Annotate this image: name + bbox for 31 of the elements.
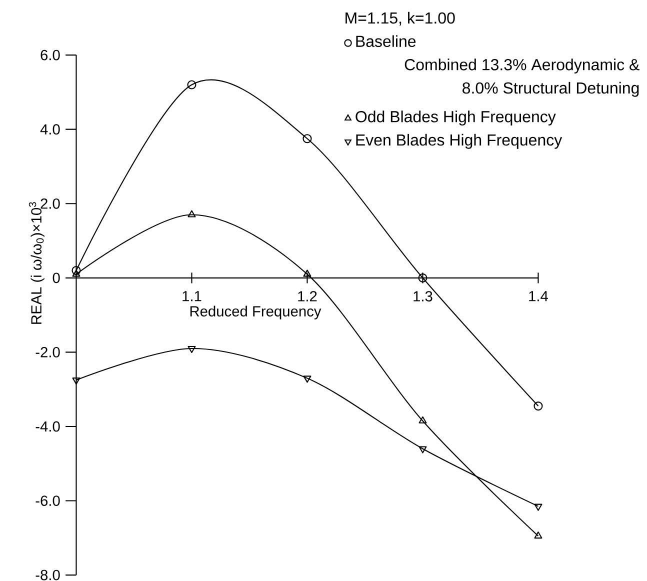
point <box>188 346 196 354</box>
y-tick-label: 2.0 <box>40 198 60 209</box>
point <box>302 134 312 144</box>
point <box>534 532 542 539</box>
point <box>534 504 542 511</box>
point <box>187 80 196 90</box>
point <box>534 402 543 411</box>
point <box>303 270 312 277</box>
y-tick-label: 4.0 <box>40 124 60 135</box>
x-tick-label: 1.1 <box>182 291 202 302</box>
annotation: Combined 13.3% Aerodynamic & 8.0% Structural Detuning <box>404 58 640 97</box>
legend-label: Odd Blades High Frequency <box>356 110 556 126</box>
y-tick-label: 0 <box>52 272 60 284</box>
x-tick-label: 1.3 <box>414 291 432 302</box>
point <box>72 378 80 385</box>
point <box>418 416 427 424</box>
y-tick-label: -2.0 <box>36 347 60 358</box>
x-axis-title: Reduced Frequency <box>190 306 322 320</box>
point <box>418 273 428 282</box>
x-tick-label: 1.2 <box>298 291 317 302</box>
legend-label: Baseline <box>356 35 416 47</box>
y-tick-label: -4.0 <box>36 421 60 432</box>
y-tick-label: -8.0 <box>36 570 60 580</box>
x-tick-label: 1.4 <box>529 291 548 302</box>
legend-label: Even Blades High Frequency <box>356 134 562 149</box>
y-tick-label: 6.0 <box>40 50 60 60</box>
legend-title: M=1.15, k=1.00 <box>346 12 455 26</box>
point <box>418 446 427 454</box>
y-tick-label: -6.0 <box>36 496 60 506</box>
point <box>188 210 196 218</box>
point <box>303 376 312 383</box>
